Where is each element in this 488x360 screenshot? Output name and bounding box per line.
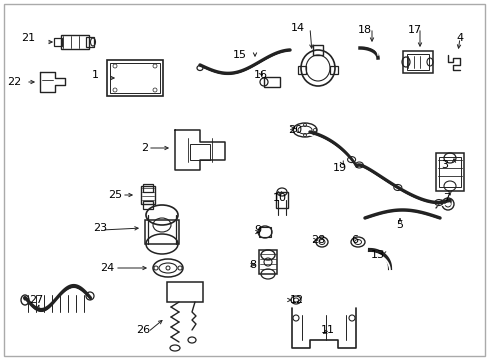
Bar (107, 60, 163, 96)
Text: 10: 10 (272, 193, 286, 203)
Bar (54, 38, 62, 46)
Bar (61, 35, 89, 49)
Text: 21: 21 (21, 33, 35, 43)
Text: 6: 6 (351, 235, 358, 245)
Bar (142, 201, 153, 209)
Text: 15: 15 (232, 50, 246, 60)
Text: 14: 14 (290, 23, 305, 33)
Bar (259, 227, 270, 237)
Bar (402, 51, 432, 73)
Text: 12: 12 (289, 295, 304, 305)
Bar (145, 220, 179, 244)
Bar (435, 153, 463, 191)
Text: 24: 24 (100, 263, 114, 273)
Text: 2: 2 (141, 143, 148, 153)
Text: 8: 8 (249, 260, 256, 270)
Bar (110, 63, 160, 93)
Bar (438, 157, 460, 187)
Bar (264, 77, 280, 87)
Text: 26: 26 (136, 325, 150, 335)
Text: 13: 13 (370, 250, 384, 260)
Bar (259, 250, 276, 274)
Bar (86, 37, 94, 47)
Text: 23: 23 (93, 223, 107, 233)
Text: 3: 3 (441, 160, 447, 170)
Text: 22: 22 (7, 77, 21, 87)
Bar (141, 186, 155, 204)
Text: 20: 20 (287, 125, 302, 135)
Bar (329, 66, 337, 74)
Text: 17: 17 (407, 25, 421, 35)
Bar (406, 54, 428, 70)
Bar (275, 192, 287, 208)
Bar (167, 282, 203, 302)
Text: 9: 9 (254, 225, 261, 235)
Text: 27: 27 (29, 295, 43, 305)
Text: 19: 19 (332, 163, 346, 173)
Text: 28: 28 (310, 235, 325, 245)
Text: 25: 25 (108, 190, 122, 200)
Text: 11: 11 (320, 325, 334, 335)
Text: 7: 7 (443, 193, 449, 203)
Bar (297, 66, 305, 74)
Text: 1: 1 (91, 70, 98, 80)
Bar (190, 144, 209, 160)
Text: 16: 16 (253, 70, 267, 80)
Text: 5: 5 (396, 220, 403, 230)
Bar (142, 184, 153, 192)
Bar (312, 45, 323, 55)
Text: 18: 18 (357, 25, 371, 35)
Text: 4: 4 (455, 33, 463, 43)
